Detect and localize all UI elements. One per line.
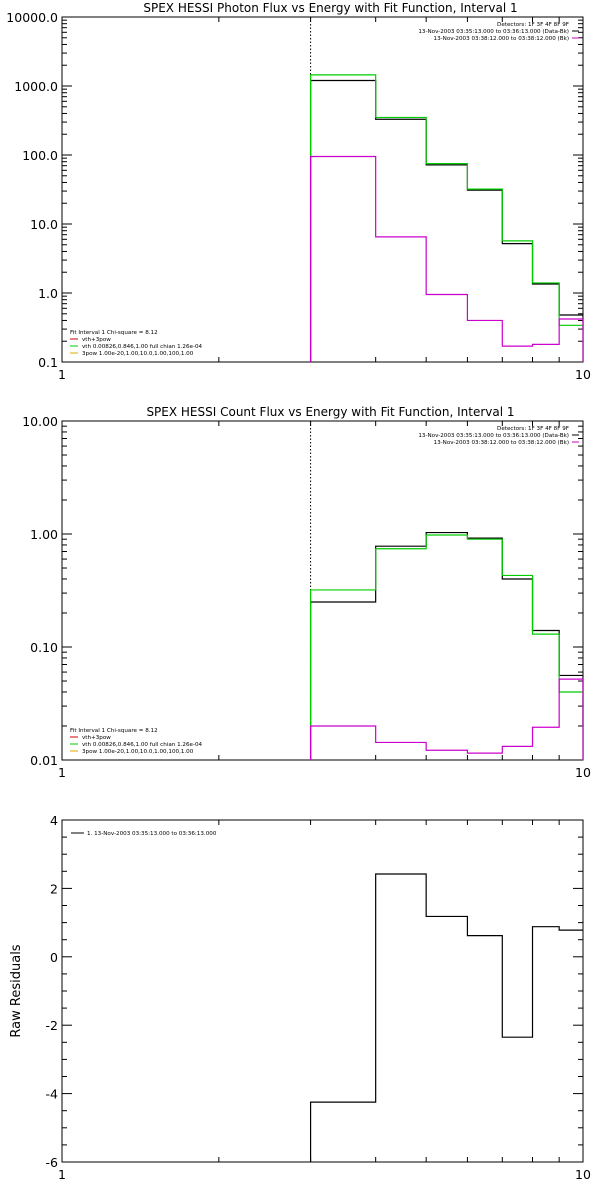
- x-tick-label: 10: [575, 765, 591, 780]
- x-tick-label: 10: [575, 367, 591, 382]
- chart-panel-3: 1 10 -6 -4 -2 0 2 4 Raw Residuals 1. 13-Nov-2003 …: [9, 813, 591, 1182]
- chart-panel-2: SPEX HESSI Count Flux vs Energy with Fit…: [22, 405, 591, 780]
- legend-bottom-text: vth+3pow: [82, 735, 111, 741]
- y-tick-label: -2: [46, 1018, 58, 1033]
- y-tick-label: 100.0: [22, 148, 58, 163]
- chart-title: SPEX HESSI Photon Flux vs Energy with Fi…: [143, 1, 517, 15]
- series-2-line: [309, 534, 583, 760]
- legend-bottom-text: 3pow 1.00e-20,1.00,10.0,1.00,100,1.00: [82, 749, 194, 755]
- y-tick-label: 1000.0: [14, 79, 58, 94]
- y-tick-label: 4: [50, 813, 58, 828]
- x-tick-label: 1: [58, 367, 66, 382]
- y-tick-label: 10000.0: [6, 10, 58, 25]
- legend-top-text: 13-Nov-2003 03:38:12.000 to 03:38:12.000…: [434, 440, 569, 446]
- legend-top-text: 13-Nov-2003 03:38:12.000 to 03:38:12.000…: [434, 36, 569, 42]
- legend-bottom-text: 3pow 1.00e-20,1.00,10.0,1.00,100,1.00: [82, 351, 194, 357]
- plot-frame: [61, 16, 584, 363]
- y-axis-label: Raw Residuals: [9, 944, 24, 1037]
- plot-area: [309, 873, 583, 1162]
- y-tick-label: 10.0: [30, 217, 58, 232]
- legend-top-text: 13-Nov-2003 03:35:13.000 to 03:36:13.000…: [418, 433, 569, 439]
- plot-frame: [61, 420, 584, 761]
- legend-bottom-text: Fit Interval 1 Chi-square = 8.12: [70, 728, 158, 734]
- series-1-line: [309, 79, 583, 362]
- y-tick-label: -4: [46, 1087, 59, 1102]
- plot-area: [309, 531, 583, 760]
- x-tick-label: 1: [58, 1167, 66, 1182]
- series-3-line: [309, 678, 583, 760]
- plot-frame: [61, 819, 584, 1163]
- y-tick-label: 0: [50, 950, 58, 965]
- y-tick-label: 0.1: [38, 355, 58, 370]
- legend-top-text: 13-Nov-2003 03:35:13.000 to 03:36:13.000…: [418, 29, 569, 35]
- legend-bottom-text: vth 0.00826,0.846,1.00 full chian 1.26e-…: [82, 344, 203, 350]
- y-tick-label: 2: [50, 881, 58, 896]
- series-1-line: [309, 873, 583, 1162]
- chart-title: SPEX HESSI Count Flux vs Energy with Fit…: [146, 405, 514, 419]
- series-2-line: [309, 74, 583, 362]
- plot-area: [309, 74, 583, 362]
- y-tick-label: 1.00: [30, 527, 58, 542]
- chart-panel-1: SPEX HESSI Photon Flux vs Energy with Fi…: [6, 1, 591, 382]
- legend-resid-text: 1. 13-Nov-2003 03:35:13.000 to 03:36:13.…: [87, 831, 217, 837]
- y-tick-label: 10.00: [22, 414, 58, 429]
- x-tick-label: 10: [575, 1167, 591, 1182]
- y-tick-label: 0.01: [30, 753, 58, 768]
- y-tick-label: 1.0: [38, 286, 58, 301]
- legend-top-text: Detectors: 1F 3F 4F 8F 9F: [497, 426, 569, 432]
- legend-bottom-text: vth+3pow: [82, 337, 111, 343]
- y-tick-label: -6: [46, 1155, 59, 1170]
- series-3-line: [309, 155, 583, 362]
- legend-top-text: Detectors: 1F 3F 4F 8F 9F: [497, 22, 569, 28]
- legend-bottom-text: vth 0.00826,0.846,1.00 full chian 1.26e-…: [82, 742, 203, 748]
- y-tick-label: 0.10: [30, 640, 58, 655]
- series-1-line: [309, 531, 583, 760]
- x-tick-label: 1: [58, 765, 66, 780]
- legend-bottom-text: Fit Interval 1 Chi-square = 8.12: [70, 330, 158, 336]
